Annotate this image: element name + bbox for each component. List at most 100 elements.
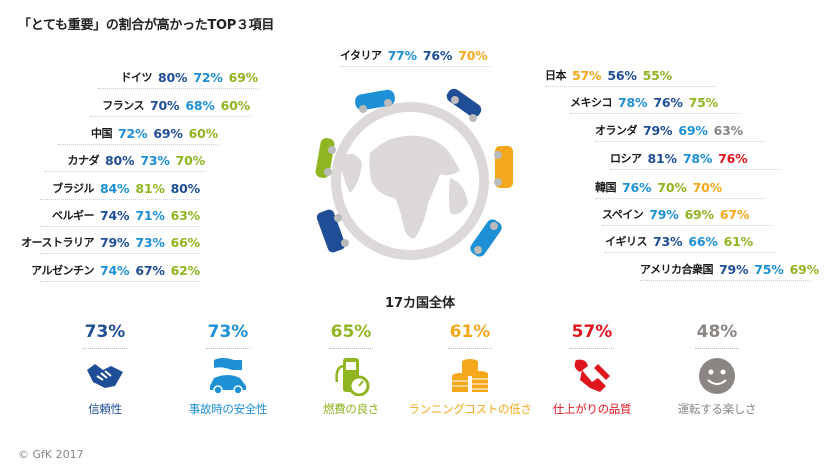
percent-value: 73%: [135, 234, 165, 250]
percent-value: 60%: [220, 97, 251, 113]
percent-value: 69%: [789, 261, 820, 277]
percent-value: 72%: [193, 69, 223, 85]
metric-label: 燃費の良さ: [323, 402, 379, 416]
divider: [40, 226, 200, 227]
car-protect-icon: [173, 355, 283, 397]
divider: [98, 88, 258, 89]
country-row: オランダ 79% 69% 63%: [595, 119, 743, 141]
country-row: ブラジル 84% 81% 80%: [52, 177, 200, 199]
country-row: ドイツ 80% 72% 69%: [120, 66, 259, 88]
country-name: 中国: [91, 127, 113, 140]
percent-value: 63%: [170, 207, 201, 223]
percent-value: 55%: [642, 67, 673, 83]
percent-value: 68%: [185, 97, 215, 113]
country-row: フランス 70% 68% 60%: [102, 94, 250, 116]
divider: [40, 281, 200, 282]
smiley-icon: [662, 355, 772, 397]
overall-title: 17カ国全体: [384, 296, 456, 311]
percent-value: 67%: [135, 262, 165, 278]
car-icon-top-right: [446, 88, 482, 122]
percent-value: 80%: [170, 180, 201, 196]
country-row: 日本 57% 56% 55%: [545, 64, 672, 86]
divider: [206, 348, 250, 349]
country-name: フランス: [102, 99, 145, 112]
country-name: オランダ: [595, 124, 638, 137]
divider: [329, 348, 373, 349]
percent-value: 70%: [657, 179, 687, 195]
metric-label: 仕上がりの品質: [552, 402, 632, 416]
copyright: © GfK 2017: [18, 448, 84, 461]
percent-value: 78%: [618, 94, 648, 110]
percent-value: 77%: [387, 47, 418, 63]
percent-value: 79%: [649, 206, 679, 222]
country-row: スペイン 79% 69% 67%: [602, 203, 749, 225]
country-name: ベルギー: [52, 209, 95, 222]
percent-value: 56%: [607, 67, 637, 83]
globe-with-cars-illustration: [315, 88, 513, 260]
metric-label: ランニングコストの低さ: [408, 402, 532, 416]
country-row: 韓国 76% 70% 70%: [595, 176, 722, 198]
percent-value: 71%: [135, 207, 165, 223]
divider: [595, 141, 765, 142]
metric-value: 65%: [330, 322, 372, 342]
percent-value: 67%: [719, 206, 750, 222]
country-name: 日本: [545, 69, 567, 82]
fuel-pump-icon: [296, 355, 406, 397]
metric-value: 61%: [449, 322, 491, 342]
metric-value: 48%: [696, 322, 738, 342]
wrench-handshake-icon: [537, 355, 647, 397]
handshake-icon: [50, 355, 160, 397]
percent-value: 75%: [688, 94, 719, 110]
percent-value: 69%: [228, 69, 259, 85]
percent-value: 78%: [682, 150, 713, 166]
country-row: カナダ 80% 73% 70%: [68, 149, 206, 171]
percent-value: 57%: [572, 67, 602, 83]
percent-value: 61%: [723, 233, 754, 249]
percent-value: 70%: [175, 152, 206, 168]
percent-value: 70%: [458, 47, 488, 63]
country-row: メキシコ 78% 76% 75%: [570, 91, 718, 113]
percent-value: 73%: [140, 152, 170, 168]
metric-value: 73%: [207, 322, 249, 342]
percent-value: 74%: [100, 262, 130, 278]
percent-value: 81%: [647, 150, 678, 166]
country-name: ドイツ: [120, 71, 153, 84]
country-name: イタリア: [340, 49, 382, 62]
percent-value: 80%: [158, 69, 188, 85]
metric-value: 73%: [84, 322, 126, 342]
divider: [45, 171, 205, 172]
divider: [595, 198, 765, 199]
percent-value: 66%: [688, 233, 718, 249]
metric-label: 信頼性: [88, 402, 122, 416]
percent-value: 69%: [153, 125, 183, 141]
percent-value: 79%: [100, 234, 130, 250]
car-icon-bottom-right: [470, 219, 502, 257]
percent-value: 74%: [100, 207, 130, 223]
percent-value: 60%: [188, 125, 219, 141]
divider: [695, 348, 739, 349]
divider: [40, 199, 200, 200]
percent-value: 79%: [643, 122, 673, 138]
percent-value: 66%: [170, 234, 201, 250]
country-name: オーストラリア: [21, 236, 95, 249]
divider: [340, 66, 490, 67]
divider: [58, 144, 218, 145]
divider: [83, 348, 127, 349]
coins-icon: [405, 355, 535, 397]
percent-value: 76%: [622, 179, 652, 195]
percent-value: 81%: [135, 180, 165, 196]
country-name: ロシア: [610, 152, 642, 165]
divider: [640, 280, 810, 281]
country-row: ロシア 81% 78% 76%: [610, 147, 748, 169]
overall-metric: 57% 仕上がりの品質: [537, 322, 647, 417]
divider: [602, 225, 772, 226]
country-name: アルゼンチン: [31, 264, 95, 277]
percent-value: 62%: [170, 262, 201, 278]
metric-value: 57%: [571, 322, 613, 342]
percent-value: 73%: [653, 233, 683, 249]
car-icon-top-left: [355, 89, 395, 113]
car-icon-bottom-left: [316, 209, 349, 253]
country-name: イギリス: [605, 235, 648, 248]
divider: [40, 253, 200, 254]
overall-metric: 61% ランニングコストの低さ: [405, 322, 535, 417]
